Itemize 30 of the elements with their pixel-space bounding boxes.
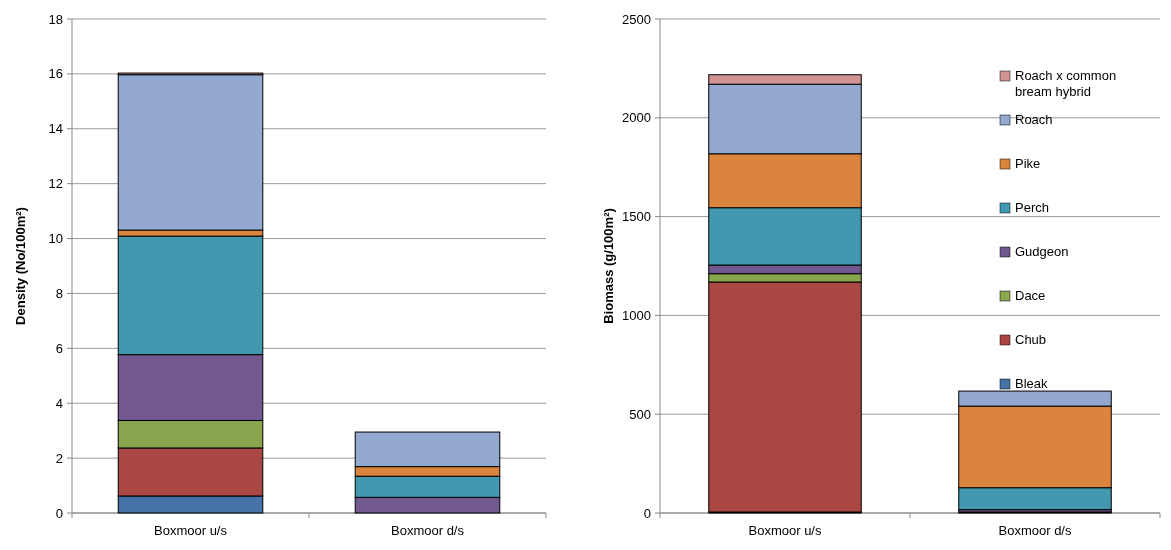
legend-label: Dace <box>1015 288 1046 303</box>
y-tick-label: 18 <box>48 11 63 27</box>
x-tick-label: Boxmoor u/s <box>748 523 822 538</box>
x-tick-label: Boxmoor u/s <box>154 523 228 538</box>
y-tick-label: 10 <box>48 231 63 247</box>
legend-label: Roach <box>1015 112 1053 127</box>
y-tick-label: 16 <box>48 66 63 82</box>
legend-label: Chub <box>1015 332 1047 347</box>
x-tick-label: Boxmoor d/s <box>391 523 465 538</box>
y-axis-title: Biomass (g/100m²) <box>601 208 616 324</box>
legend-label: Perch <box>1015 200 1049 215</box>
legend-label: Roach x common bream hybrid <box>1015 68 1117 99</box>
legend-label: Bleak <box>1015 376 1049 391</box>
y-tick-label: 2 <box>55 450 63 466</box>
legend-label: Pike <box>1015 156 1041 171</box>
y-tick-label: 2500 <box>622 11 651 27</box>
y-tick-label: 1500 <box>622 209 651 225</box>
y-tick-label: 0 <box>643 505 651 521</box>
y-tick-label: 1000 <box>622 307 651 323</box>
legend-label: Gudgeon <box>1015 244 1069 259</box>
y-tick-label: 12 <box>48 176 63 192</box>
y-tick-label: 500 <box>629 406 651 422</box>
y-tick-label: 4 <box>55 395 63 411</box>
y-tick-label: 14 <box>48 121 63 137</box>
y-tick-label: 8 <box>55 285 63 301</box>
y-tick-label: 2000 <box>622 110 651 126</box>
x-tick-label: Boxmoor d/s <box>998 523 1072 538</box>
y-axis-title: Density (No/100m²) <box>13 207 28 325</box>
y-tick-label: 6 <box>55 340 63 356</box>
y-tick-label: 0 <box>55 505 63 521</box>
